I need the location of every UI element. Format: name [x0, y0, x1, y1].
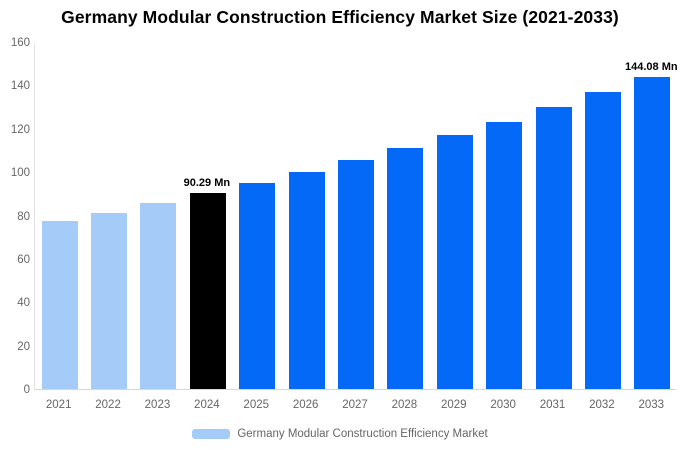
y-axis-label-0: 0 — [23, 384, 30, 396]
y-axis-label-20: 20 — [17, 340, 30, 353]
x-axis-label-2027: 2027 — [342, 399, 368, 411]
y-axis-label-40: 40 — [17, 297, 30, 310]
x-axis-label-2033: 2033 — [638, 399, 665, 411]
y-axis-label-140: 140 — [10, 80, 30, 93]
legend-swatch-icon — [192, 429, 231, 439]
legend-label: Germany Modular Construction Efficiency … — [237, 428, 488, 440]
y-axis-label-100: 100 — [10, 167, 30, 180]
x-axis-label-2031: 2031 — [539, 399, 566, 411]
y-axis-label-160: 160 — [10, 37, 30, 49]
x-axis-label-2032: 2032 — [589, 399, 615, 411]
x-axis-label-2030: 2030 — [490, 399, 516, 411]
bar-2028[interactable] — [387, 147, 424, 389]
plot-area — [34, 43, 676, 390]
bar-2031[interactable] — [535, 107, 572, 389]
bar-2027[interactable] — [338, 160, 374, 389]
y-axis-label-120: 120 — [10, 123, 30, 136]
y-axis-label-60: 60 — [17, 253, 30, 266]
x-axis-label-2026: 2026 — [292, 399, 319, 411]
bar-2024[interactable] — [189, 193, 226, 389]
x-axis-label-2029: 2029 — [440, 399, 467, 411]
bar-2029[interactable] — [436, 135, 473, 389]
x-axis-label-2023: 2023 — [144, 399, 171, 411]
bar-2021[interactable] — [41, 221, 78, 389]
x-axis-label-2028: 2028 — [391, 399, 418, 411]
value-label-2024: 90.29 Mn — [183, 177, 231, 190]
bar-2022[interactable] — [91, 212, 128, 389]
bar-2026[interactable] — [288, 171, 325, 389]
y-axis-label-80: 80 — [17, 210, 30, 223]
legend-item[interactable]: Germany Modular Construction Efficiency … — [0, 425, 680, 443]
x-axis-label-2022: 2022 — [95, 399, 121, 411]
bar-2030[interactable] — [486, 121, 523, 389]
value-label-2033: 144.08 Mn — [625, 60, 678, 73]
bar-2025[interactable] — [239, 182, 276, 389]
x-axis-label-2025: 2025 — [243, 399, 270, 411]
bar-2023[interactable] — [140, 203, 177, 389]
x-axis-label-2021: 2021 — [45, 399, 72, 411]
chart-title: Germany Modular Construction Efficiency … — [61, 7, 619, 27]
x-axis-label-2024: 2024 — [194, 399, 220, 411]
bar-2033[interactable] — [634, 76, 671, 389]
bar-2032[interactable] — [584, 92, 621, 389]
